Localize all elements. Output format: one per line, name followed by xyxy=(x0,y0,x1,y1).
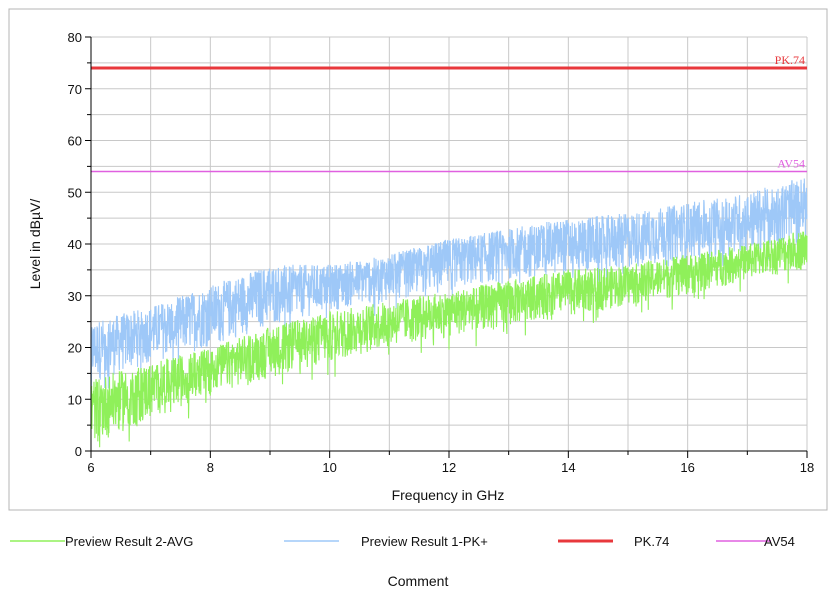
x-tick-label: 8 xyxy=(207,460,214,475)
x-tick-label: 12 xyxy=(442,460,456,475)
y-tick-label: 50 xyxy=(68,185,82,200)
y-tick-label: 80 xyxy=(68,30,82,45)
tick-labels: 6 8 10 12 14 16 18 0 10 20 30 40 50 60 70 80 xyxy=(68,30,815,475)
annotation-av54: AV54 xyxy=(777,157,805,171)
series-preview-result-2-avg xyxy=(90,231,808,448)
comment-label: Comment xyxy=(388,573,449,589)
y-axis-label: Level in dBµV/ xyxy=(27,199,43,290)
y-tick-label: 60 xyxy=(68,134,82,149)
legend: Preview Result 2-AVG Preview Result 1-PK+… xyxy=(10,534,795,549)
limit-annotations: PK.74 AV54 xyxy=(775,53,805,171)
y-tick-label: 70 xyxy=(68,82,82,97)
x-tick-label: 18 xyxy=(800,460,814,475)
x-axis-label: Frequency in GHz xyxy=(392,487,505,503)
y-tick-label: 10 xyxy=(68,392,82,407)
legend-label-av54: AV54 xyxy=(764,534,795,549)
axes xyxy=(85,36,808,458)
x-tick-label: 10 xyxy=(322,460,336,475)
legend-label-preview-result-2-avg: Preview Result 2-AVG xyxy=(65,534,193,549)
x-tick-label: 14 xyxy=(561,460,575,475)
series-preview-result-1-pk- xyxy=(90,178,808,397)
x-tick-label: 16 xyxy=(680,460,694,475)
y-tick-label: 40 xyxy=(68,237,82,252)
y-tick-label: 0 xyxy=(75,444,82,459)
annotation-pk-74: PK.74 xyxy=(775,53,805,67)
traces xyxy=(90,178,808,448)
y-tick-label: 20 xyxy=(68,341,82,356)
legend-label-pk-74: PK.74 xyxy=(634,534,669,549)
legend-label-preview-result-1-pk-: Preview Result 1-PK+ xyxy=(361,534,488,549)
limit-lines xyxy=(91,66,807,173)
x-tick-label: 6 xyxy=(87,460,94,475)
y-tick-label: 30 xyxy=(68,289,82,304)
